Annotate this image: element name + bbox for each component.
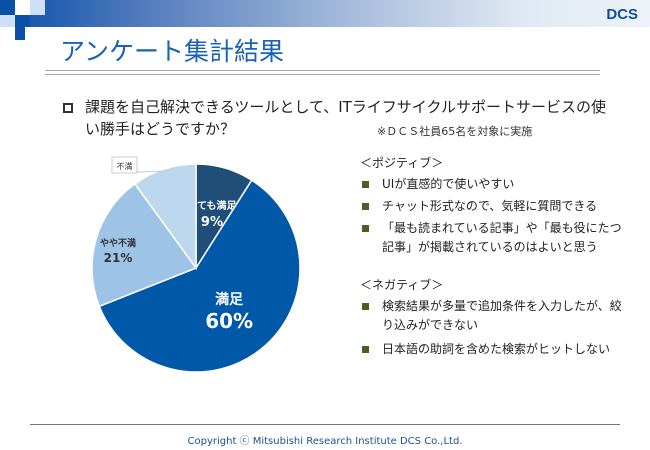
decor-square bbox=[0, 0, 15, 15]
dcs-logo: DCS bbox=[606, 6, 638, 23]
survey-note: ※ＤＣＳ社員65名を対象に実施 bbox=[377, 125, 533, 138]
decor-square bbox=[15, 15, 30, 27]
positive-item: 「最も読まれている記事」や「最も役にたつ記事」が掲載されているのはよいと思う bbox=[360, 219, 630, 257]
decor-square bbox=[15, 27, 25, 40]
slice-value-label: 9% bbox=[201, 215, 223, 230]
negative-item: 日本語の助詞を含めた検索がヒットしない bbox=[360, 340, 630, 359]
header-band bbox=[0, 0, 650, 27]
decor-square bbox=[30, 0, 45, 15]
slice-label: 満足 bbox=[215, 291, 244, 308]
negative-heading: ＜ネガティブ＞ bbox=[360, 278, 444, 292]
positive-item: チャット形式なので、気軽に質問できる bbox=[360, 197, 630, 216]
pie-slice bbox=[91, 182, 198, 308]
slice-value-label: 21% bbox=[104, 251, 133, 265]
slice-label: 不満 bbox=[117, 162, 133, 171]
page-title: アンケート集計結果 bbox=[60, 37, 285, 66]
callout-box bbox=[111, 156, 138, 174]
slice-value-label: 60% bbox=[205, 309, 253, 333]
copyright: Copyright ⓒ Mitsubishi Research Institut… bbox=[187, 436, 463, 447]
pie-slice bbox=[98, 179, 301, 373]
question-text: 課題を自己解決できるツールとして、ITライフサイクルサポートサービスの使い勝手は… bbox=[85, 98, 607, 138]
square-bullet-icon bbox=[63, 103, 73, 113]
negative-item: 検索結果が多量で追加条件を入力したが、絞り込みができない bbox=[360, 297, 630, 335]
positive-item: UIが直感的で使いやすい bbox=[360, 175, 630, 194]
positive-heading: ＜ポジティブ＞ bbox=[360, 156, 444, 170]
slice-label: やや不満 bbox=[100, 237, 136, 249]
title-divider bbox=[45, 70, 600, 75]
slice-label: とても満足 bbox=[187, 199, 237, 212]
decor-square bbox=[0, 15, 15, 27]
pie-slice bbox=[133, 163, 197, 271]
footer-divider bbox=[30, 424, 620, 425]
decor-square bbox=[15, 0, 30, 15]
